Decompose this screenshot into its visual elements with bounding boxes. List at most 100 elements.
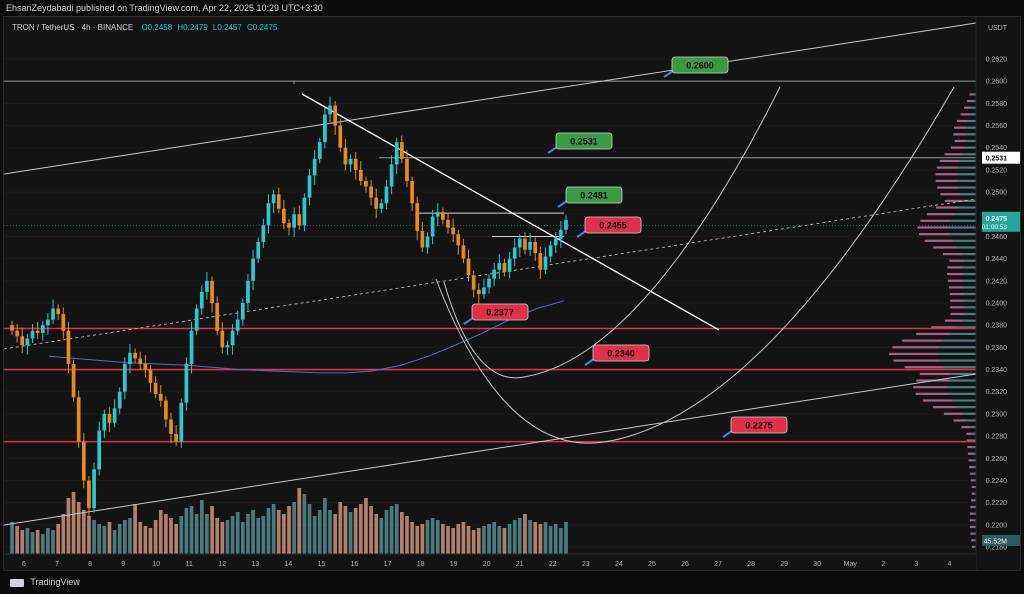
chart-panel[interactable]: TRON / TetherUS · 4h · BINANCE O0.2458 H… [3,16,1021,571]
currency-label: USDT [988,25,1008,32]
volume-bar [435,520,440,554]
x-tick-label: 24 [615,561,623,568]
volume-profile-bar [958,166,976,169]
candle [476,283,481,304]
candle [451,218,455,242]
candle-body [46,319,50,326]
volume-bar [297,488,302,554]
volume-profile-bar [963,266,976,269]
candle [553,232,558,254]
volume-bar [559,528,563,554]
candle-body [348,158,353,165]
y-tick-label: 0.2180 [986,545,1008,552]
volume-profile-bar [969,519,974,522]
level-label-2455-box [584,216,642,234]
x-tick-label: 2 [881,561,885,568]
candle-body [564,219,568,230]
volume-bar [148,528,153,554]
volume-bar [476,528,481,554]
candle-body [210,280,214,303]
y-tick-label: 0.2240 [986,478,1008,485]
volume-profile-bar [949,379,976,382]
y-tick-label: 0.2400 [986,301,1008,308]
candle [10,320,14,336]
volume-bar [282,514,286,554]
volume-profile-bar [969,426,976,429]
candle-body [164,400,168,420]
candle [338,118,343,153]
candle-body [153,382,158,394]
y-tick-label: 0.2440 [986,256,1008,263]
volume-profile-bar [947,279,964,282]
candle [466,249,471,282]
candle-body [512,247,517,259]
y-tick-label: 0.2300 [986,411,1008,418]
candle-body [30,330,35,339]
volume-bar [487,524,491,554]
candle [266,194,271,234]
symbol-name: TRON / TetherUS · 4h · BINANCE [12,23,134,32]
high-value: H0.2479 [177,23,208,32]
volume-profile-bar [964,106,971,109]
volume-profile-bar [947,386,976,389]
y-tick-label: 0.2600 [986,79,1008,86]
candle-body [107,413,112,423]
volume-bar [528,520,532,554]
volume-bar [138,522,143,554]
x-tick-label: 25 [648,561,656,568]
volume-bar [174,524,178,554]
candle-body [246,280,250,303]
candle [153,376,158,399]
candle [358,161,363,186]
candle-body [215,303,220,331]
volume-profile-bar [962,272,976,276]
volume-profile-bar [935,179,958,182]
volume-bar [35,530,40,554]
volume-bar [189,506,194,554]
price-axis-bg [976,17,1020,570]
candle-body [271,194,276,204]
volume-bar [225,520,230,554]
candle-body [302,197,307,226]
projection-arc-2 [435,86,955,444]
candle-body [169,419,173,434]
candle [215,296,220,336]
volume-profile-bar [967,445,973,449]
volume-bar [246,514,250,554]
candle-body [323,114,327,143]
volume-profile-bar [935,173,958,176]
candle-body [415,203,420,231]
channel-mid-line [4,198,977,350]
low-value: L0.2457 [212,23,242,32]
candle-body [240,303,245,320]
volume-bar [215,518,220,554]
price-chart[interactable]: 0.2600 0.2531 0.2481 0.2455 0.2377 0.2340 0.22… [4,17,1021,571]
volume-bar [405,516,409,554]
candle-body [235,319,240,331]
volume-bar [153,520,158,554]
candle-body [405,158,409,181]
x-tick-label: 19 [450,561,458,568]
level-label-2600-box [671,56,729,74]
volume-bar [25,528,30,554]
volume-bar [410,522,414,554]
candle [353,152,358,180]
volume-bar [128,518,132,554]
volume-profile-bar [950,312,965,316]
candle-body [276,194,281,209]
volume-profile-bar [948,286,964,289]
candle-body [461,245,466,259]
volume-profile-bar [943,253,962,256]
volume-bar [76,502,81,554]
candle-body [548,245,553,257]
y-tick-label: 0.2260 [986,456,1008,463]
x-tick-label: 13 [251,561,259,568]
volume-bar [92,520,96,554]
volume-bar [97,524,102,554]
x-tick-label: 26 [681,561,689,568]
volume-bar [143,526,148,554]
candle-body [389,164,394,187]
volume-bar [199,500,204,554]
volume-profile-bar [950,146,965,149]
volume-profile-bar [971,492,975,495]
